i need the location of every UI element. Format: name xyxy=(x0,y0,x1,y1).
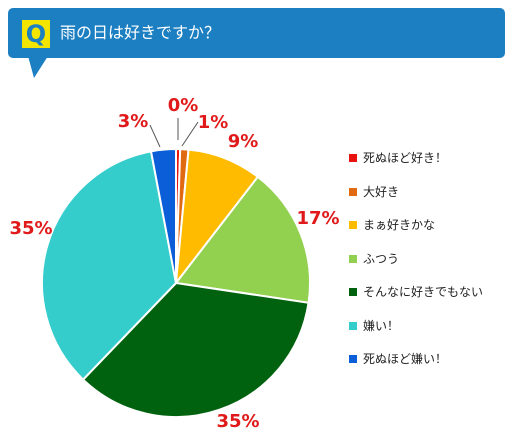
legend-label-1: 大好き xyxy=(363,184,400,199)
legend-label-3: ふつう xyxy=(363,251,400,266)
leader-line-6 xyxy=(149,124,161,148)
legend-swatch-1 xyxy=(349,187,357,196)
legend-swatch-0 xyxy=(349,154,357,162)
legend-label-2: まぁ好きかな xyxy=(363,218,436,232)
pie-slice-4 xyxy=(81,281,310,418)
legend: 死ぬほど好き！ 大好きまぁ好きかな ふつうそんなに好きでもない 嫌い！ 死ぬほど嫌い！ xyxy=(349,148,483,383)
legend-item-3: ふつう xyxy=(349,249,483,269)
pie-slice-3 xyxy=(174,175,311,304)
legend-item-5: 嫌い！ xyxy=(349,316,483,336)
question-banner: Q 雨の日は好きですか？ xyxy=(8,8,505,58)
legend-swatch-2 xyxy=(349,221,357,229)
banner-tail xyxy=(28,56,48,78)
legend-label-6: 死ぬほど嫌い！ xyxy=(363,352,448,366)
legend-item-4: そんなに好きでもない xyxy=(349,282,483,302)
legend-item-6: 死ぬほど嫌い！ xyxy=(349,349,483,369)
legend-swatch-6 xyxy=(349,355,357,363)
legend-swatch-3 xyxy=(349,254,357,263)
slice-label-2: 9% xyxy=(228,131,259,152)
pie-slice-5 xyxy=(41,150,178,382)
legend-label-4: そんなに好きでもない xyxy=(363,285,484,299)
leader-line-1 xyxy=(181,121,199,147)
pie-slice-6 xyxy=(149,147,177,284)
slice-label-3: 17% xyxy=(296,208,339,229)
legend-label-0: 死ぬほど好き！ xyxy=(363,151,448,165)
legend-swatch-4 xyxy=(349,288,357,296)
legend-item-0: 死ぬほど好き！ xyxy=(349,148,483,168)
slice-label-0: 0% xyxy=(168,95,199,116)
legend-item-1: 大好き xyxy=(349,182,483,202)
slice-label-4: 35% xyxy=(216,411,259,432)
legend-item-2: まぁ好きかな xyxy=(349,215,483,235)
legend-label-5: 嫌い！ xyxy=(363,318,400,333)
slice-label-5: 35% xyxy=(9,218,52,239)
slice-label-1: 1% xyxy=(198,112,229,133)
legend-swatch-5 xyxy=(349,321,357,330)
question-text: 雨の日は好きですか？ xyxy=(60,23,221,42)
q-badge: Q xyxy=(22,20,50,48)
slice-label-6: 3% xyxy=(118,111,149,132)
